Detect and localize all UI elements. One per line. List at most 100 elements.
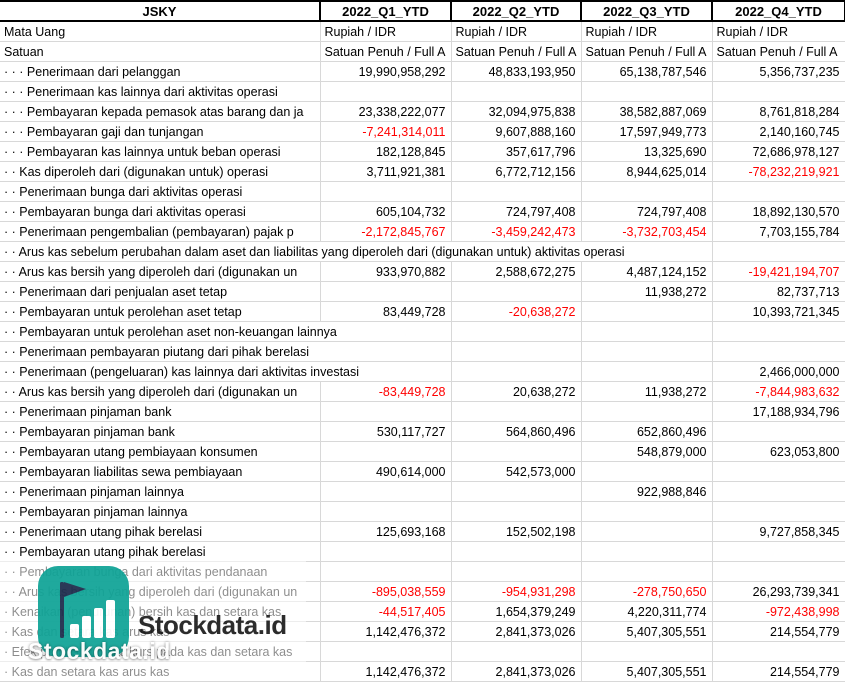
cell-value[interactable]: [711, 461, 845, 482]
cell-value[interactable]: [580, 321, 713, 342]
cell-value[interactable]: 2,466,000,000: [711, 361, 845, 382]
cell-value[interactable]: 922,988,846: [580, 481, 713, 502]
cell-value[interactable]: [319, 501, 452, 522]
cell-value[interactable]: [711, 181, 845, 202]
row-label[interactable]: · · Penerimaan pengembalian (pembayaran)…: [0, 221, 321, 242]
row-label[interactable]: · · Arus kas bersih yang diperoleh dari …: [0, 581, 321, 602]
row-label[interactable]: · · Penerimaan dari penjualan aset tetap: [0, 281, 321, 302]
row-label[interactable]: · · · Pembayaran gaji dan tunjangan: [0, 121, 321, 142]
cell-value[interactable]: [450, 401, 582, 422]
cell-value[interactable]: 38,582,887,069: [580, 101, 713, 122]
cell-value[interactable]: 20,638,272: [450, 381, 582, 402]
cell-value[interactable]: -3,459,242,473: [450, 221, 582, 242]
row-label[interactable]: · · Pembayaran pinjaman lainnya: [0, 501, 321, 522]
cell-value[interactable]: 548,879,000: [580, 441, 713, 462]
cell-value[interactable]: 1,142,476,372: [319, 661, 452, 682]
cell-value[interactable]: -278,750,650: [580, 581, 713, 602]
header-cell-q4[interactable]: 2022_Q4_YTD: [711, 0, 845, 22]
cell-value[interactable]: -895,038,559: [319, 581, 452, 602]
header-cell-ticker[interactable]: JSKY: [0, 0, 321, 22]
row-label[interactable]: · · Penerimaan (pengeluaran) kas lainnya…: [0, 361, 452, 382]
row-label[interactable]: · · · Pembayaran kepada pemasok atas bar…: [0, 101, 321, 122]
cell-value[interactable]: [711, 561, 845, 582]
cell-value[interactable]: 623,053,800: [711, 441, 845, 462]
cell-value[interactable]: 5,407,305,551: [580, 661, 713, 682]
cell-value[interactable]: -954,931,298: [450, 581, 582, 602]
cell-value[interactable]: 490,614,000: [319, 461, 452, 482]
cell-value[interactable]: -7,844,983,632: [711, 381, 845, 402]
cell-value[interactable]: 18,892,130,570: [711, 201, 845, 222]
cell-value[interactable]: [319, 561, 452, 582]
cell-value[interactable]: 214,554,779: [711, 661, 845, 682]
row-label[interactable]: · · Arus kas bersih yang diperoleh dari …: [0, 261, 321, 282]
row-label[interactable]: Satuan: [0, 41, 321, 62]
row-label[interactable]: · · · Pembayaran kas lainnya untuk beban…: [0, 141, 321, 162]
cell-value[interactable]: [450, 641, 582, 662]
row-label[interactable]: · · Arus kas sebelum perubahan dalam ase…: [0, 241, 713, 262]
cell-value[interactable]: -2,172,845,767: [319, 221, 452, 242]
cell-value[interactable]: [580, 561, 713, 582]
cell-value[interactable]: 214,554,779: [711, 621, 845, 642]
row-label[interactable]: · · Penerimaan pembayaran piutang dari p…: [0, 341, 452, 362]
cell-value[interactable]: [711, 481, 845, 502]
row-label[interactable]: · · Pembayaran pinjaman bank: [0, 421, 321, 442]
cell-value[interactable]: 10,393,721,345: [711, 301, 845, 322]
cell-value[interactable]: Rupiah / IDR: [319, 20, 452, 42]
cell-value[interactable]: 724,797,408: [450, 201, 582, 222]
cell-value[interactable]: [319, 81, 452, 102]
cell-value[interactable]: [711, 321, 845, 342]
cell-value[interactable]: Satuan Penuh / Full A: [450, 41, 582, 62]
row-label[interactable]: · · Pembayaran utang pembiayaan konsumen: [0, 441, 321, 462]
cell-value[interactable]: 652,860,496: [580, 421, 713, 442]
cell-value[interactable]: [580, 461, 713, 482]
cell-value[interactable]: [580, 341, 713, 362]
cell-value[interactable]: 4,220,311,774: [580, 601, 713, 622]
cell-value[interactable]: [319, 481, 452, 502]
cell-value[interactable]: 564,860,496: [450, 421, 582, 442]
cell-value[interactable]: [319, 181, 452, 202]
cell-value[interactable]: [711, 341, 845, 362]
cell-value[interactable]: 933,970,882: [319, 261, 452, 282]
cell-value[interactable]: 11,938,272: [580, 281, 713, 302]
row-label[interactable]: Mata Uang: [0, 20, 321, 42]
cell-value[interactable]: [580, 541, 713, 562]
cell-value[interactable]: Rupiah / IDR: [580, 20, 713, 42]
cell-value[interactable]: Rupiah / IDR: [711, 20, 845, 42]
cell-value[interactable]: 4,487,124,152: [580, 261, 713, 282]
cell-value[interactable]: 530,117,727: [319, 421, 452, 442]
cell-value[interactable]: 17,597,949,773: [580, 121, 713, 142]
cell-value[interactable]: [319, 441, 452, 462]
row-label[interactable]: · Efek perubahan nilai kurs pada kas dan…: [0, 641, 321, 662]
cell-value[interactable]: [319, 281, 452, 302]
row-label[interactable]: · · Arus kas bersih yang diperoleh dari …: [0, 381, 321, 402]
cell-value[interactable]: 182,128,845: [319, 141, 452, 162]
cell-value[interactable]: 5,356,737,235: [711, 61, 845, 82]
row-label[interactable]: · Kenaikan (penurunan) bersih kas dan se…: [0, 601, 321, 622]
row-label[interactable]: · · Penerimaan utang pihak berelasi: [0, 521, 321, 542]
row-label[interactable]: · · Pembayaran bunga dari aktivitas pend…: [0, 561, 321, 582]
cell-value[interactable]: 357,617,796: [450, 141, 582, 162]
cell-value[interactable]: 152,502,198: [450, 521, 582, 542]
cell-value[interactable]: 72,686,978,127: [711, 141, 845, 162]
cell-value[interactable]: [450, 281, 582, 302]
cell-value[interactable]: [580, 501, 713, 522]
cell-value[interactable]: 1,142,476,372: [319, 621, 452, 642]
cell-value[interactable]: 32,094,975,838: [450, 101, 582, 122]
cell-value[interactable]: -972,438,998: [711, 601, 845, 622]
cell-value[interactable]: [319, 401, 452, 422]
cell-value[interactable]: 6,772,712,156: [450, 161, 582, 182]
cell-value[interactable]: [711, 81, 845, 102]
cell-value[interactable]: 83,449,728: [319, 301, 452, 322]
cell-value[interactable]: 48,833,193,950: [450, 61, 582, 82]
cell-value[interactable]: [580, 641, 713, 662]
cell-value[interactable]: 724,797,408: [580, 201, 713, 222]
cell-value[interactable]: [580, 81, 713, 102]
cell-value[interactable]: Satuan Penuh / Full A: [580, 41, 713, 62]
cell-value[interactable]: [450, 441, 582, 462]
cell-value[interactable]: [580, 301, 713, 322]
cell-value[interactable]: 23,338,222,077: [319, 101, 452, 122]
cell-value[interactable]: 19,990,958,292: [319, 61, 452, 82]
cell-value[interactable]: 65,138,787,546: [580, 61, 713, 82]
cell-value[interactable]: [319, 641, 452, 662]
cell-value[interactable]: [450, 541, 582, 562]
